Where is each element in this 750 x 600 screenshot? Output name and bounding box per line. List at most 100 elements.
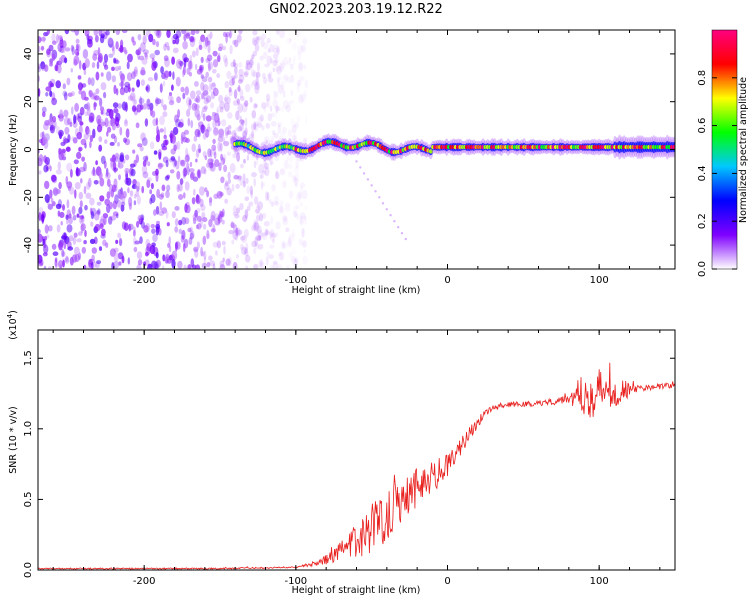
heatmap-cell [57,210,61,217]
heatmap-cell [44,64,49,72]
heatmap-cell [207,148,212,158]
heatmap-cell [218,94,224,103]
heatmap-cell [194,98,199,103]
heatmap-cell [42,238,45,246]
heatmap-cell [63,109,69,118]
heatmap-cell [149,106,153,117]
heatmap-cell [179,178,184,185]
heatmap-cell [72,137,78,144]
heatmap-cell [210,162,216,172]
heatmap-cell [188,168,195,173]
heatmap-cell [197,143,201,153]
heatmap-cell [279,62,284,72]
heatmap-cell [222,54,228,63]
heatmap-cell [169,157,175,163]
heatmap-cell [266,55,273,65]
heatmap-cell [241,102,248,113]
heatmap-cell [91,254,95,261]
heatmap-cell [156,220,160,225]
heatmap-cell [272,59,278,67]
heatmap-cell [135,181,141,192]
heatmap-cell [142,171,149,179]
heatmap-cell [155,98,162,105]
heatmap-cell [77,112,83,119]
heatmap-cell [257,229,263,238]
heatmap-cell [44,180,50,190]
heatmap-cell [132,104,137,111]
heatmap-cell [299,153,305,162]
heatmap-cell [284,202,291,212]
heatmap-cell [261,212,267,219]
heatmap-cell [188,72,193,77]
heatmap-cell [133,200,137,206]
y-tick-label: 40 [23,48,34,61]
heatmap-cell [195,47,199,57]
heatmap-cell [224,94,229,104]
heatmap-cell [208,219,213,228]
colorbar-tick-label: 0.2 [697,213,708,229]
heatmap-cell [84,204,88,211]
heatmap-cell [146,98,151,107]
heatmap-cell [71,205,76,215]
heatmap-cell [263,76,268,84]
heatmap-cell [246,205,251,212]
heatmap-cell [59,109,64,119]
heatmap-cell [75,43,79,51]
heatmap-cell [54,257,58,263]
heatmap-cell [82,49,89,59]
heatmap-cell [107,37,113,45]
heatmap-cell [98,171,103,180]
heatmap-cell [181,229,186,240]
heatmap-cell [188,237,193,245]
heatmap-cell [261,125,265,131]
heatmap-cell [300,186,304,192]
heatmap-cell [304,79,309,89]
heatmap-cell [112,211,119,217]
heatmap-cell [132,105,137,113]
heatmap-cell [100,30,106,35]
heatmap-cell [220,176,225,184]
heatmap-cell [224,126,230,136]
heatmap-cell [197,129,201,138]
heatmap-cell [257,116,264,123]
heatmap-cell [179,159,183,165]
heatmap-cell [89,141,92,149]
heatmap-cell [136,251,143,260]
heatmap-cell [225,31,230,38]
heatmap-cell [117,103,122,109]
heatmap-cell [127,53,133,63]
heatmap-cell [61,148,66,154]
heatmap-cell [38,233,43,243]
heatmap-cell [182,167,187,177]
heatmap-cell [126,61,130,70]
heatmap-cell [244,83,251,93]
heatmap-cell [88,177,92,188]
heatmap-cell [228,86,232,93]
heatmap-cell [124,177,129,185]
heatmap-cell [291,248,297,256]
heatmap-cell [297,191,303,200]
heatmap-cell [146,179,151,188]
heatmap-cell [193,135,198,142]
heatmap-cell [303,249,306,253]
heatmap-cell [292,205,298,215]
heatmap-cell [106,71,112,81]
heatmap-cell [302,239,308,248]
heatmap-cell [211,144,217,151]
heatmap-cell [254,84,260,94]
heatmap-cell [209,149,213,158]
heatmap-cell [174,114,179,123]
heatmap-cell [174,206,180,211]
heatmap-cell [255,234,261,241]
heatmap-cell [254,121,260,127]
heatmap-cell [238,30,243,35]
heatmap-cell [206,54,213,62]
heatmap-cell [249,96,253,103]
heatmap-cell [355,160,358,163]
heatmap-cell [268,231,275,238]
heatmap-cell [145,86,149,91]
heatmap-cell [130,168,136,177]
heatmap-cell [163,43,168,51]
heatmap-cell [256,36,260,44]
heatmap-cell [219,101,226,110]
